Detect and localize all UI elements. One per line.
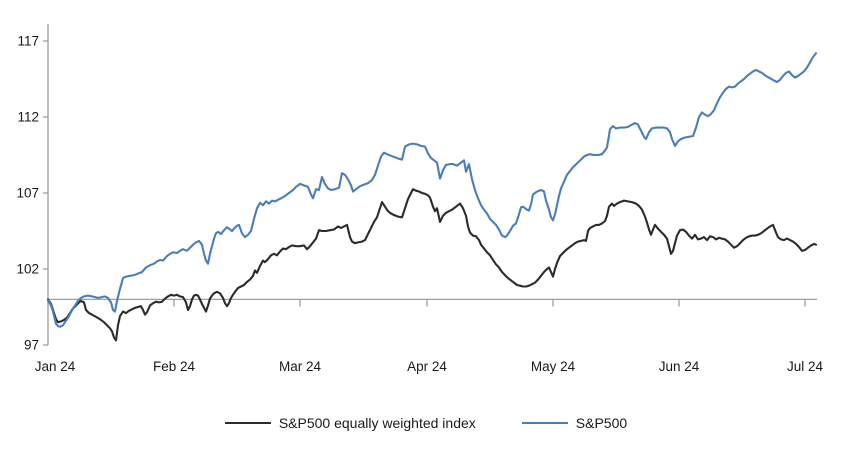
legend-item-equal-weight: S&P500 equally weighted index <box>224 415 476 431</box>
equal-weight-index-line <box>46 188 818 342</box>
x-axis-tick-label: Jul 24 <box>787 359 824 374</box>
legend-item-sp500: S&P500 <box>521 415 628 431</box>
legend-label-sp500: S&P500 <box>575 415 628 431</box>
x-axis-tick-label: Mar 24 <box>279 359 322 374</box>
y-axis-tick-label: 102 <box>16 262 39 277</box>
sp500-line-swatch <box>521 422 568 424</box>
x-axis-tick-label: May 24 <box>531 359 576 374</box>
y-axis-tick-label: 112 <box>17 110 39 125</box>
y-axis-tick-label: 117 <box>17 34 39 49</box>
legend-label-equal-weight: S&P500 equally weighted index <box>278 415 476 431</box>
chart-canvas: 97 102 107 112 117 Jan 24 Feb 24 Mar 24 Apr 24 Ma… <box>16 24 824 374</box>
index-performance-chart: 97 102 107 112 117 Jan 24 Feb 24 Mar 24 Apr 24 Ma… <box>16 24 824 374</box>
x-axis-tick-label: Jun 24 <box>659 359 700 374</box>
equal-weight-line-swatch <box>224 422 271 424</box>
y-axis-tick-label: 107 <box>16 186 39 201</box>
x-axis-tick-label: Jan 24 <box>35 359 76 374</box>
sp500-line <box>46 52 818 328</box>
x-axis-tick-label: Apr 24 <box>407 359 447 374</box>
x-axis-tick-label: Feb 24 <box>153 359 196 374</box>
y-axis-tick-label: 97 <box>24 338 39 353</box>
legend: S&P500 equally weighted index S&P500 <box>0 403 852 443</box>
